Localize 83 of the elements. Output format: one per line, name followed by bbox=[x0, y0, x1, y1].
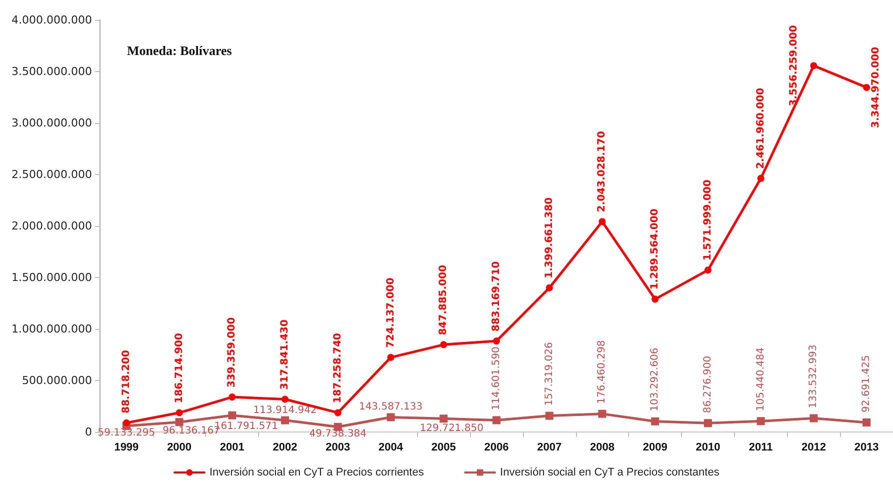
x-tick-label: 1999 bbox=[114, 442, 139, 454]
data-label: 1.289.564.000 bbox=[650, 208, 661, 290]
x-tick-label: 2007 bbox=[537, 442, 562, 454]
point bbox=[652, 296, 659, 303]
data-label: 3.556.259.000 bbox=[788, 25, 800, 106]
data-label: 3.344.970.000 bbox=[870, 46, 882, 128]
data-label: 339.359.000 bbox=[226, 317, 238, 388]
data-label: 114.601.590 bbox=[491, 346, 502, 410]
point bbox=[704, 266, 712, 274]
point bbox=[440, 341, 448, 348]
data-label: 59.133.295 bbox=[98, 427, 156, 438]
data-label: 317.841.430 bbox=[280, 320, 291, 390]
data-label: 103.292.606 bbox=[650, 348, 661, 412]
data-label: 143.587.133 bbox=[358, 402, 423, 413]
data-label: 724.137.000 bbox=[385, 278, 396, 348]
point bbox=[122, 419, 130, 426]
x-tick-label: 2008 bbox=[590, 442, 614, 454]
data-label: 186.714.900 bbox=[174, 333, 185, 404]
point bbox=[863, 84, 870, 91]
y-tick-label: 0 bbox=[85, 426, 92, 438]
point bbox=[810, 414, 818, 422]
point bbox=[282, 396, 289, 403]
data-label: 2.043.028.170 bbox=[596, 131, 608, 212]
x-tick-label: 2010 bbox=[696, 442, 720, 454]
x-tick-label: 2002 bbox=[272, 442, 298, 454]
data-label: 113.914.942 bbox=[253, 404, 317, 416]
point bbox=[281, 416, 290, 424]
annotation: Moneda: Bolívares bbox=[127, 43, 232, 58]
data-label: 1.571.999.000 bbox=[702, 180, 714, 261]
data-label: 105.440.484 bbox=[755, 348, 766, 412]
point bbox=[493, 338, 500, 345]
point bbox=[756, 417, 765, 426]
point bbox=[704, 419, 712, 428]
point bbox=[228, 411, 236, 420]
data-label: 92.691.425 bbox=[861, 355, 872, 412]
data-label: 187.258.740 bbox=[332, 332, 344, 404]
y-tick-label: 2.500.000.000 bbox=[12, 168, 92, 181]
data-label: 88.718.200 bbox=[120, 350, 132, 414]
point bbox=[598, 218, 606, 226]
y-tick-label: 1.500.000.000 bbox=[12, 271, 92, 284]
data-label: 883.169.710 bbox=[491, 261, 502, 332]
x-tick-label: 2013 bbox=[854, 442, 879, 454]
point bbox=[545, 412, 554, 420]
point bbox=[546, 284, 553, 292]
x-tick-label: 2009 bbox=[642, 442, 668, 454]
point bbox=[176, 409, 183, 416]
data-label: 133.532.993 bbox=[808, 344, 820, 408]
data-label: 847.885.000 bbox=[438, 264, 450, 336]
point bbox=[228, 394, 236, 401]
point bbox=[651, 417, 660, 426]
x-tick-label: 2006 bbox=[484, 442, 509, 454]
legend-label: Inversión social en CyT a Precios constantes bbox=[500, 466, 720, 478]
point bbox=[387, 354, 394, 361]
y-tick-label: 500.000.000 bbox=[22, 374, 92, 387]
point bbox=[175, 418, 184, 426]
x-tick-label: 2001 bbox=[220, 442, 244, 454]
point bbox=[598, 410, 606, 418]
y-tick-label: 3.000.000.000 bbox=[12, 116, 92, 130]
x-tick-label: 2004 bbox=[378, 442, 404, 454]
data-label: 86.276.900 bbox=[702, 356, 714, 414]
y-tick-label: 3.500.000.000 bbox=[12, 65, 92, 78]
point bbox=[757, 174, 764, 182]
data-label: 176.460.298 bbox=[596, 340, 608, 404]
x-tick-label: 2005 bbox=[431, 442, 456, 454]
data-label: 1.399.661.380 bbox=[544, 197, 555, 278]
x-tick-label: 2003 bbox=[326, 442, 350, 454]
point bbox=[440, 414, 448, 423]
data-label: 157.319.026 bbox=[544, 342, 555, 406]
legend-label: Inversión social en CyT a Precios corrientes bbox=[209, 466, 424, 478]
point bbox=[492, 416, 500, 424]
x-tick-label: 2000 bbox=[167, 442, 192, 454]
data-label: 2.461.960.000 bbox=[755, 88, 766, 169]
x-tick-label: 2012 bbox=[801, 442, 826, 454]
y-tick-label: 4.000.000.000 bbox=[12, 14, 92, 26]
data-label: 129.721.850 bbox=[420, 423, 484, 434]
point bbox=[810, 62, 818, 70]
point bbox=[862, 418, 871, 426]
y-tick-label: 2.000.000.000 bbox=[12, 220, 92, 232]
data-label: 49.738.384 bbox=[309, 428, 367, 440]
y-tick-label: 1.000.000.000 bbox=[12, 322, 92, 336]
point bbox=[334, 409, 342, 416]
point bbox=[386, 413, 395, 422]
x-tick-label: 2011 bbox=[748, 442, 773, 454]
